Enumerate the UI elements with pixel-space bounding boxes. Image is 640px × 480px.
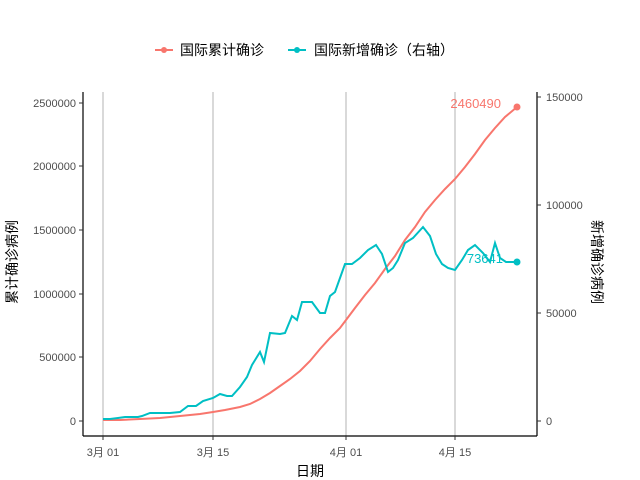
x-tick-label: 4月 01 bbox=[330, 447, 362, 459]
legend-key-icon bbox=[294, 47, 300, 53]
legend-item-cumulative[interactable]: 国际累计确诊 bbox=[155, 43, 264, 59]
y-right-axis-title: 新增确诊病例 bbox=[588, 220, 604, 304]
y-left-tick-label: 1000000 bbox=[33, 289, 76, 301]
x-axis-title: 日期 bbox=[296, 464, 324, 480]
y-left-tick-label: 0 bbox=[70, 416, 76, 428]
y-left-ticks: 0 500000 1000000 1500000 2000000 2500000 bbox=[33, 98, 83, 428]
daily-end-point bbox=[513, 258, 521, 266]
legend: 国际累计确诊 国际新增确诊（右轴） bbox=[155, 43, 454, 59]
y-left-tick-label: 1500000 bbox=[33, 225, 76, 237]
legend-item-daily[interactable]: 国际新增确诊（右轴） bbox=[288, 43, 454, 59]
daily-end-label: 73641 bbox=[467, 251, 503, 266]
axes bbox=[82, 92, 538, 437]
y-left-tick-label: 2500000 bbox=[33, 98, 76, 110]
x-ticks: 3月 01 3月 15 4月 01 4月 15 bbox=[87, 436, 471, 459]
y-left-tick-label: 500000 bbox=[39, 352, 76, 364]
daily-line bbox=[103, 225, 517, 420]
legend-key-icon bbox=[161, 47, 167, 53]
y-right-tick-label: 150000 bbox=[546, 92, 583, 104]
legend-label-daily: 国际新增确诊（右轴） bbox=[314, 43, 454, 59]
y-right-tick-label: 50000 bbox=[546, 308, 577, 320]
cumulative-end-point bbox=[513, 103, 521, 111]
x-tick-label: 3月 01 bbox=[87, 447, 119, 459]
y-left-tick-label: 2000000 bbox=[33, 161, 76, 173]
legend-label-cumulative: 国际累计确诊 bbox=[180, 43, 264, 59]
y-right-ticks: 0 50000 100000 150000 bbox=[537, 92, 583, 428]
x-tick-label: 4月 15 bbox=[439, 447, 471, 459]
y-left-axis-title: 累计确诊病例 bbox=[5, 220, 21, 304]
cumulative-end-label: 2460490 bbox=[450, 96, 501, 111]
cumulative-line bbox=[103, 106, 518, 421]
y-right-tick-label: 0 bbox=[546, 416, 552, 428]
grid bbox=[102, 92, 456, 436]
x-tick-label: 3月 15 bbox=[197, 447, 229, 459]
y-right-tick-label: 100000 bbox=[546, 200, 583, 212]
